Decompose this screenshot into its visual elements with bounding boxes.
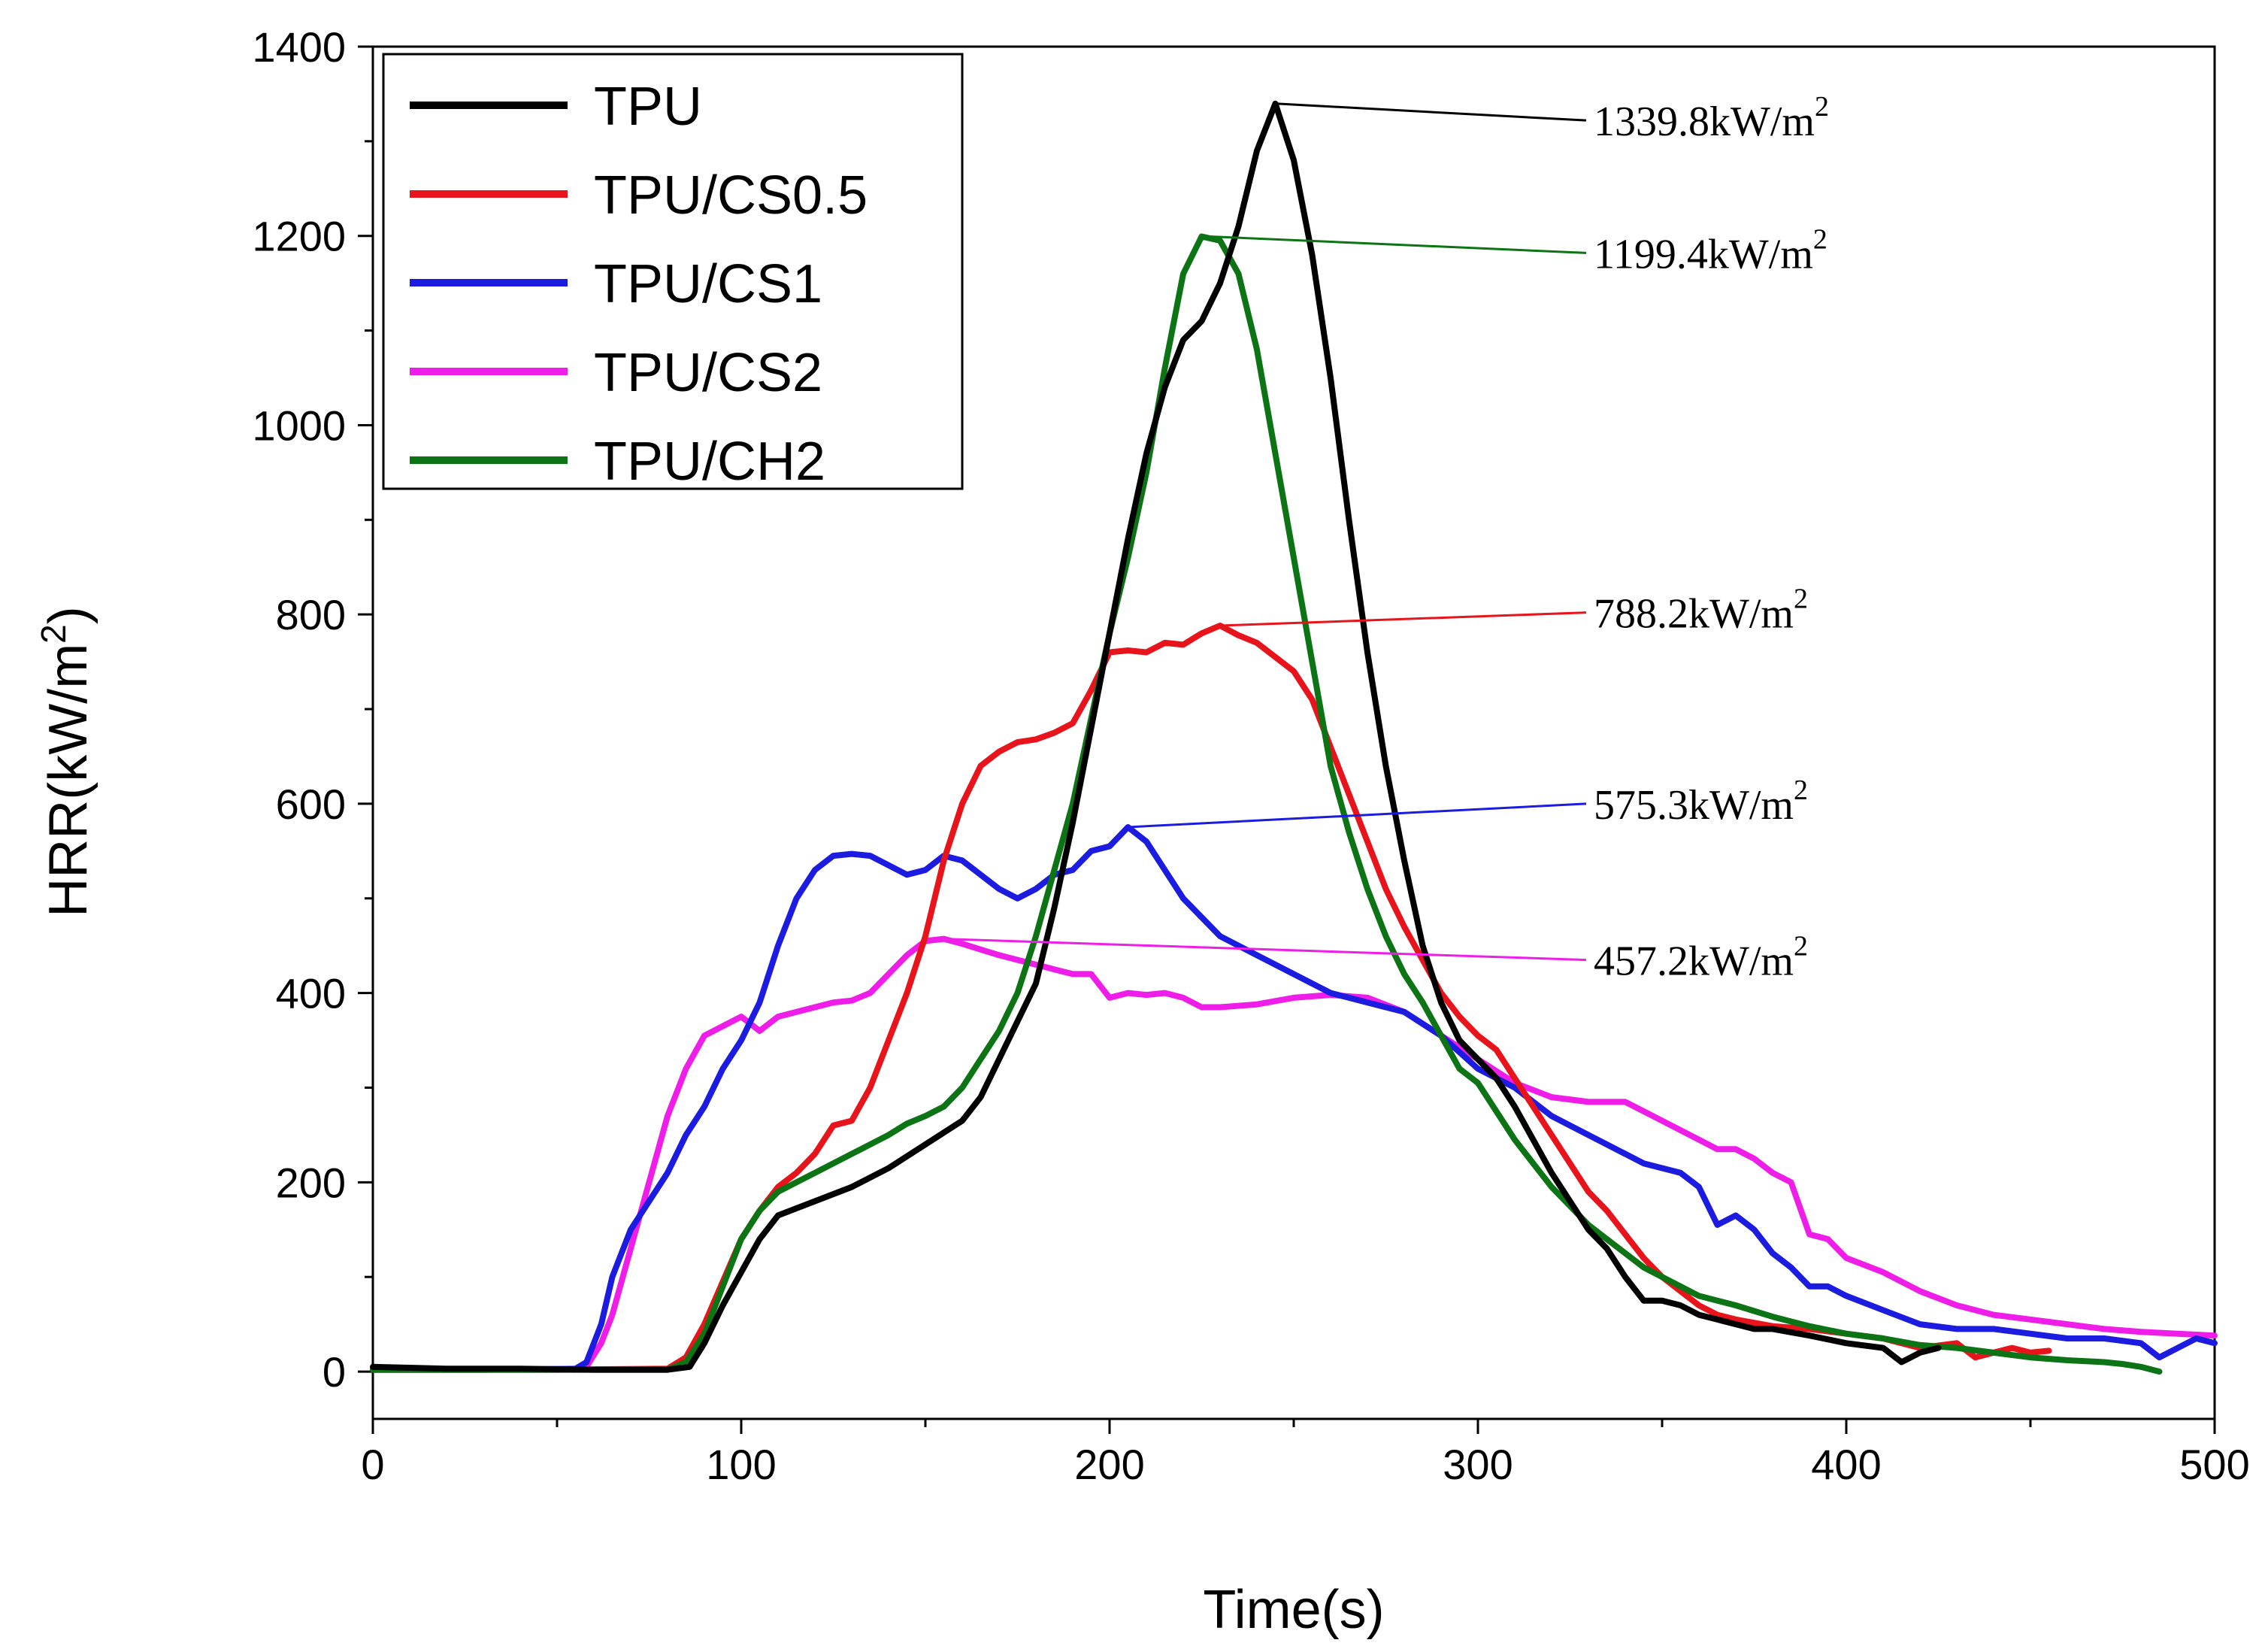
peak-label: 788.2kW/m2 <box>1594 584 1808 638</box>
x-tick-label: 500 <box>2179 1441 2249 1488</box>
axes: 0 100 200 300 400 500 0 200 400 600 800 1000 1200 140… <box>252 23 2249 1488</box>
peak-label: 1339.8kW/m2 <box>1594 91 1829 145</box>
x-tick-label: 100 <box>706 1441 776 1488</box>
y-tick-label: 1400 <box>252 23 346 71</box>
peak-label-sup: 2 <box>1794 931 1808 962</box>
legend-box <box>382 53 964 490</box>
peak-leader-line <box>1275 102 1587 122</box>
legend-label: TPU/CS0.5 <box>594 165 868 226</box>
y-axis-title: HRR(kW/m2) <box>34 606 98 917</box>
y-axis-title-close: ) <box>38 606 98 624</box>
x-axis-title: Time(s) <box>1203 1580 1384 1640</box>
peak-leader-line <box>943 938 1587 962</box>
annotation-layer: 1339.8kW/m21199.4kW/m2788.2kW/m2575.3kW/… <box>943 91 1829 985</box>
y-tick-label: 1200 <box>252 213 346 260</box>
y-tick-label: 600 <box>276 781 346 828</box>
peak-leader-line <box>1128 802 1587 829</box>
series-line-tpu-cs0-5 <box>370 623 2052 1373</box>
legend: TPU TPU/CS0.5 TPU/CS1 TPU/CS2 TPU/CH2 <box>382 53 964 492</box>
peak-label: 457.2kW/m2 <box>1594 931 1808 985</box>
x-tick-label: 0 <box>361 1441 384 1488</box>
peak-leader-line <box>1219 611 1587 627</box>
peak-label: 575.3kW/m2 <box>1594 774 1808 829</box>
peak-label-value: 457.2kW/m <box>1594 938 1794 985</box>
y-tick-label: 1000 <box>252 402 346 449</box>
y-tick-label: 800 <box>276 591 346 638</box>
x-tick-label: 200 <box>1074 1441 1144 1488</box>
y-tick-label: 400 <box>276 970 346 1017</box>
peak-leader-line <box>1209 235 1587 254</box>
peak-label-sup: 2 <box>1813 223 1827 255</box>
series-line-tpu-cs2 <box>370 935 2218 1373</box>
peak-label-value: 1199.4kW/m <box>1594 231 1813 277</box>
x-tick-label: 300 <box>1443 1441 1513 1488</box>
y-axis-title-sup: 2 <box>34 624 73 644</box>
y-axis-title-main: HRR(kW/m <box>38 644 98 917</box>
series-line-tpu-cs1 <box>370 824 2218 1373</box>
legend-label: TPU <box>594 77 702 137</box>
legend-label: TPU/CH2 <box>594 432 825 492</box>
series-line-tpu-ch2 <box>370 233 2163 1375</box>
peak-label-value: 788.2kW/m <box>1594 591 1794 638</box>
x-tick-label: 400 <box>1811 1441 1881 1488</box>
y-tick-label: 200 <box>276 1159 346 1206</box>
peak-label-sup: 2 <box>1815 91 1829 123</box>
peak-label-sup: 2 <box>1794 774 1808 806</box>
peak-label: 1199.4kW/m2 <box>1594 223 1827 277</box>
peak-label-value: 1339.8kW/m <box>1594 99 1815 145</box>
y-tick-label: 0 <box>322 1348 346 1396</box>
legend-label: TPU/CS2 <box>594 343 822 403</box>
peak-label-sup: 2 <box>1794 584 1808 615</box>
legend-label: TPU/CS1 <box>594 254 822 314</box>
peak-label-value: 575.3kW/m <box>1594 782 1794 829</box>
